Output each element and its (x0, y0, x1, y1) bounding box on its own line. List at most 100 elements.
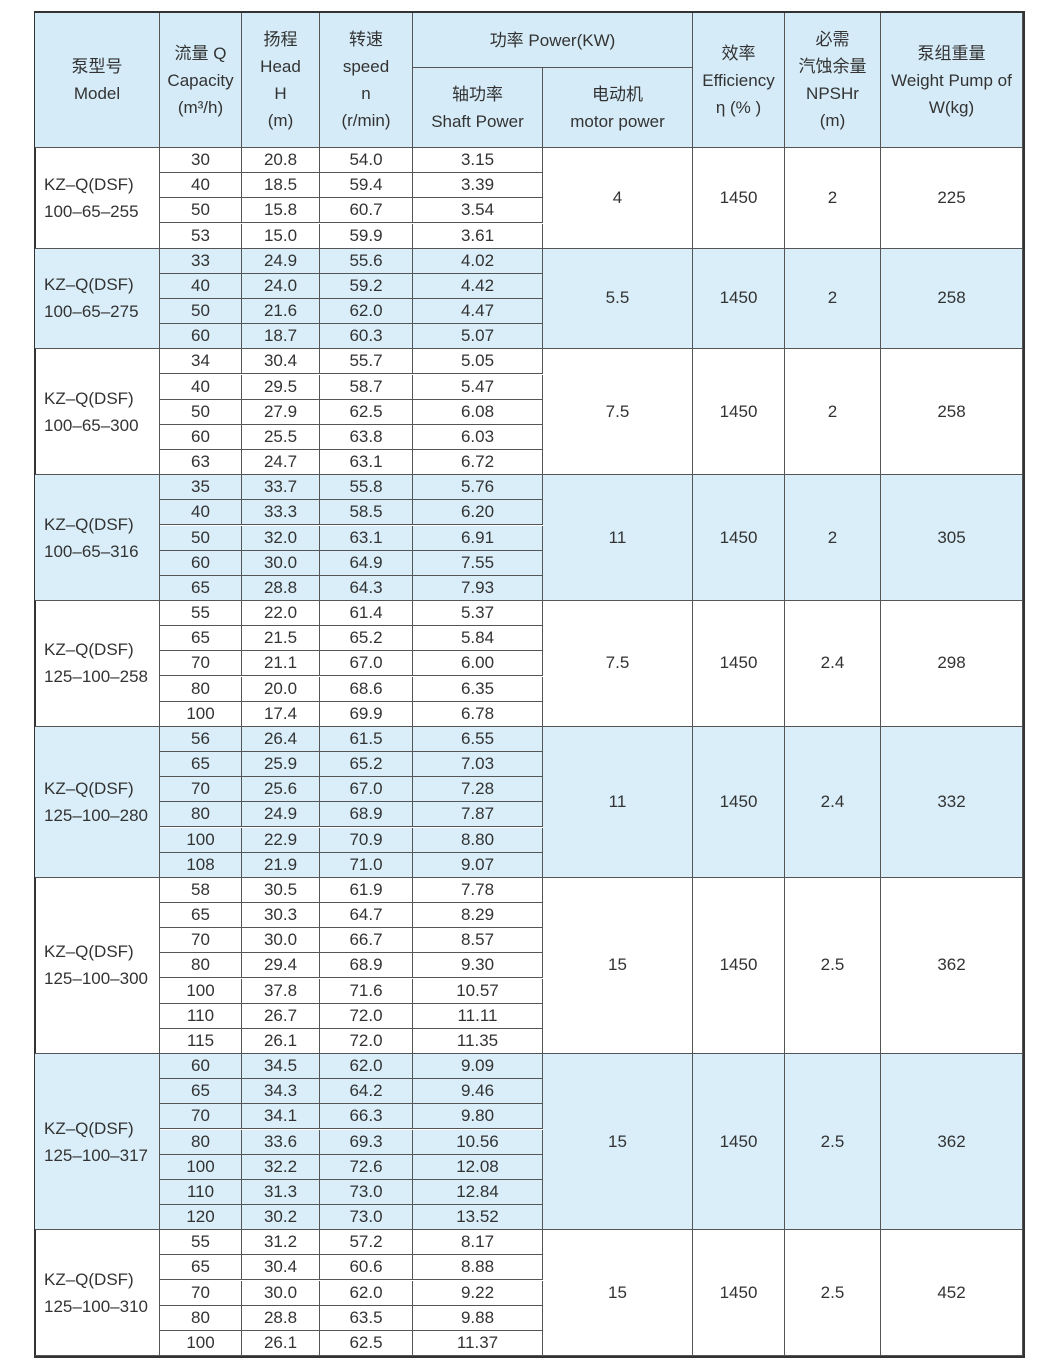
data-cell: 26.7 (242, 1003, 320, 1029)
cell-value: 258 (937, 288, 966, 308)
cell-value: 63.8 (349, 426, 383, 446)
cell-value: 26.1 (263, 1030, 298, 1050)
data-cell: 68.6 (320, 676, 413, 702)
data-cell: 80 (160, 953, 242, 979)
data-cell: 65 (160, 1079, 242, 1105)
cell-value: 26.7 (263, 1005, 298, 1025)
merged-cell: 4 (543, 148, 693, 249)
data-cell: 72.6 (320, 1154, 413, 1180)
cell-value: 4.42 (460, 275, 495, 295)
cell-value: 13.52 (456, 1207, 499, 1227)
data-cell: 33 (160, 248, 242, 274)
cell-value: 40 (191, 376, 210, 396)
cell-value: 21.1 (263, 653, 298, 673)
cell-value: 72.0 (349, 1030, 383, 1050)
model-cell: KZ–Q(DSF) 125–100–280 (35, 726, 160, 878)
cell-value: 59.4 (349, 175, 383, 195)
cell-value: 1450 (719, 401, 758, 421)
cell-value: 5.05 (460, 351, 495, 371)
cell-value: 225 (937, 187, 966, 207)
cell-value: 40 (191, 502, 210, 522)
header-cell: 流量 Q Capacity (m³/h) (160, 13, 242, 148)
data-cell: 15.0 (242, 223, 320, 249)
data-cell: 61.9 (320, 877, 413, 903)
cell-value: 61.4 (349, 603, 383, 623)
cell-value: 100 (186, 980, 215, 1000)
data-cell: 53 (160, 223, 242, 249)
cell-value: 11 (608, 791, 627, 811)
data-cell: 70.9 (320, 827, 413, 853)
data-cell: 62.5 (320, 1330, 413, 1356)
cell-value: 65.2 (349, 754, 383, 774)
cell-value: 60 (191, 426, 210, 446)
data-cell: 50 (160, 399, 242, 425)
cell-value: 60.6 (349, 1257, 383, 1277)
cell-value: 68.9 (349, 804, 383, 824)
data-cell: 80 (160, 676, 242, 702)
data-cell: 3.61 (413, 223, 543, 249)
data-cell: 68.9 (320, 953, 413, 979)
cell-value: 9.30 (460, 955, 495, 975)
cell-value: 7.03 (460, 754, 495, 774)
cell-value: 9.07 (460, 854, 495, 874)
data-cell: 58.5 (320, 500, 413, 526)
header-text: (r/min) (341, 111, 391, 130)
cell-value: 63.1 (349, 527, 383, 547)
data-cell: 22.0 (242, 601, 320, 627)
cell-value: 63.1 (349, 452, 383, 472)
cell-value: 62.0 (349, 1056, 383, 1076)
data-cell: 65.2 (320, 752, 413, 778)
cell-value: 57.2 (349, 1232, 383, 1252)
cell-value: 66.7 (349, 930, 383, 950)
header-text: Weight Pump of (891, 70, 1012, 90)
data-cell: 9.46 (413, 1079, 543, 1105)
cell-value: 66.3 (349, 1106, 383, 1126)
data-cell: 30 (160, 148, 242, 174)
cell-value: 30.0 (263, 552, 298, 572)
cell-value: 64.7 (349, 905, 383, 925)
data-cell: 65 (160, 752, 242, 778)
cell-value: 60 (191, 552, 210, 572)
cell-value: 7.87 (460, 804, 495, 824)
cell-value: 15.8 (263, 200, 298, 220)
merged-cell: 1450 (693, 1054, 785, 1231)
data-cell: 50 (160, 525, 242, 551)
merged-cell: 15 (543, 1054, 693, 1231)
data-cell: 65 (160, 903, 242, 929)
header-text: motor power (570, 111, 665, 131)
cell-value: 5.37 (460, 603, 495, 623)
data-cell: 34 (160, 349, 242, 375)
merged-cell: 1450 (693, 601, 785, 727)
merged-cell: 1450 (693, 1230, 785, 1356)
cell-value: 69.3 (349, 1131, 383, 1151)
header-cell: 转速 speed n (r/min) (320, 13, 413, 148)
model-name: 100–65–255 (44, 201, 139, 221)
merged-cell: 1450 (693, 475, 785, 601)
data-cell: 3.39 (413, 173, 543, 199)
data-cell: 8.29 (413, 903, 543, 929)
model-cell: KZ–Q(DSF) 100–65–275 (35, 248, 160, 350)
merged-cell: 2.5 (785, 877, 881, 1054)
data-cell: 26.1 (242, 1330, 320, 1356)
cell-value: 62.0 (349, 301, 383, 321)
cell-value: 110 (186, 1005, 215, 1025)
model-name: KZ–Q(DSF) (44, 514, 134, 534)
data-cell: 60.7 (320, 198, 413, 224)
cell-value: 33 (191, 250, 210, 270)
data-cell: 60 (160, 424, 242, 450)
cell-value: 30.4 (263, 1257, 298, 1277)
data-cell: 60 (160, 324, 242, 350)
cell-value: 60 (191, 326, 210, 346)
cell-value: 63.5 (349, 1307, 383, 1327)
cell-value: 15 (608, 1282, 627, 1302)
cell-value: 55 (191, 1232, 210, 1252)
cell-value: 30.4 (263, 351, 298, 371)
cell-value: 15 (608, 955, 627, 975)
cell-value: 22.0 (263, 603, 298, 623)
data-cell: 8.88 (413, 1255, 543, 1281)
model-name: KZ–Q(DSF) (44, 942, 134, 962)
cell-value: 37.8 (263, 980, 298, 1000)
cell-value: 30.0 (263, 930, 298, 950)
cell-value: 332 (937, 791, 966, 811)
data-cell: 26.1 (242, 1028, 320, 1054)
